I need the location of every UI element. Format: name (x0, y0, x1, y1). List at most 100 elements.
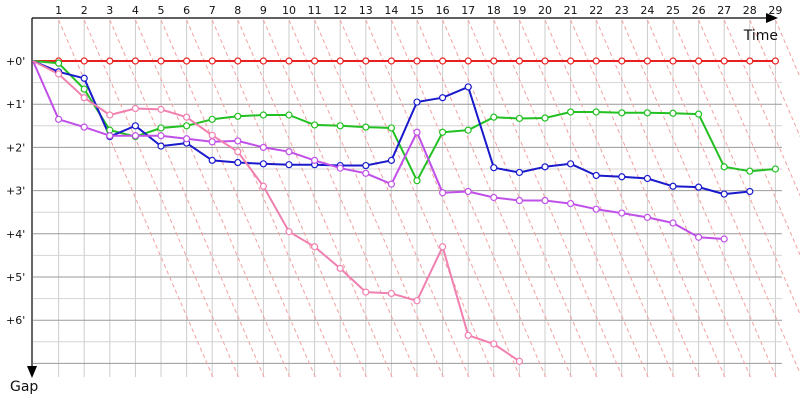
series-3-point (157, 142, 165, 150)
series-2-point (54, 59, 63, 67)
series-1-point (336, 57, 344, 65)
series-3-point (592, 171, 600, 180)
lap-diagonal-line (416, 19, 572, 378)
series-4-point (285, 148, 293, 156)
series-5-point (80, 94, 88, 102)
series-2-point (694, 110, 703, 118)
y-tick-label: +5' (6, 271, 25, 284)
series-3-point (131, 122, 139, 130)
lap-diagonal-line (186, 19, 342, 378)
x-tick-label: 2 (81, 4, 88, 17)
series-3-point (694, 183, 703, 191)
series-5-point (54, 70, 63, 78)
series-3-point (618, 173, 626, 181)
x-tick-label: 7 (209, 4, 216, 17)
series-1-point (541, 57, 549, 65)
series-4-point (464, 187, 472, 196)
series-3-point (669, 182, 677, 190)
x-axis-arrow (766, 13, 778, 23)
series-4-point (618, 209, 626, 217)
series-1-point (285, 57, 293, 65)
series-4-point (131, 132, 139, 140)
lap-diagonal-line (749, 19, 800, 138)
series-1-point (643, 57, 652, 65)
series-3-point (234, 158, 242, 167)
series-3-point (362, 161, 370, 170)
y-tick-label: +0' (6, 55, 25, 68)
x-tick-label: 6 (183, 4, 190, 17)
series-1-point (439, 57, 447, 65)
series-4-point (439, 189, 447, 197)
series-1-point (131, 57, 139, 65)
series-3-point (643, 174, 652, 183)
series-2-point (566, 108, 575, 116)
series-4-point (643, 213, 652, 221)
lap-diagonals (58, 19, 800, 378)
series-4-point (208, 138, 216, 146)
series-1-point (464, 57, 472, 65)
series-4-point (592, 205, 600, 213)
series-3-point (515, 168, 524, 177)
lap-diagonal-line (467, 19, 623, 378)
series-5-point (259, 182, 267, 190)
x-tick-label: 27 (717, 4, 731, 17)
series-line-4 (32, 60, 725, 240)
series-2-point (362, 123, 370, 131)
series-2-point (541, 114, 549, 122)
series-2-point (336, 122, 344, 130)
x-tick-label: 8 (234, 4, 241, 17)
series-1-point (694, 57, 703, 65)
series-2-point (157, 124, 165, 132)
series-1-point (669, 57, 677, 65)
series-5-point (285, 228, 293, 236)
lap-diagonal-line (672, 19, 800, 316)
series-1-point (183, 57, 191, 65)
series-1-point (387, 57, 395, 65)
series-1-point (490, 57, 498, 65)
x-axis-title: Time (743, 28, 778, 44)
series-4-point (157, 132, 165, 140)
series-4-point (720, 235, 728, 243)
y-tick-label: +2' (6, 141, 25, 154)
lap-diagonal-line (365, 19, 521, 378)
lap-diagonal-line (698, 19, 800, 256)
series-4-point (259, 143, 267, 151)
series-2-point (592, 108, 600, 116)
x-tick-label: 5 (158, 4, 165, 17)
series-5-point (131, 104, 139, 113)
lap-diagonal-line (314, 19, 470, 378)
series-2-point (618, 109, 626, 117)
series-2-point (515, 114, 524, 123)
lap-diagonal-line (493, 19, 649, 378)
series-line-2 (32, 60, 776, 182)
series-4-point (566, 199, 575, 208)
series-3-point (413, 98, 421, 106)
series-4-point (387, 180, 395, 188)
series-3-point (490, 164, 498, 172)
series-5-point (362, 288, 370, 296)
y-tick-labels: +0' +1' +2' +3' +4' +5' +6' (6, 55, 25, 327)
series-4-point (311, 156, 319, 164)
series-4-point (336, 164, 344, 172)
series-5-point (234, 148, 242, 156)
series-1-point (80, 57, 88, 65)
lap-diagonal-line (621, 19, 777, 378)
x-tick-label: 9 (260, 4, 267, 17)
series-2-point (643, 109, 652, 117)
x-tick-label: 10 (282, 4, 296, 17)
series-2-point (208, 115, 216, 123)
series-1-point (106, 57, 114, 65)
series-2-point (746, 167, 754, 175)
y-axis-title: Gap (10, 379, 38, 395)
series-3-point (259, 160, 267, 168)
lap-diagonal-line (83, 19, 239, 378)
x-tick-label: 15 (410, 4, 424, 17)
lap-diagonal-line (262, 19, 419, 378)
lap-diagonal-line (160, 19, 316, 378)
x-tick-label: 18 (487, 4, 501, 17)
series-5-point (464, 331, 472, 339)
lap-diagonal-line (646, 19, 800, 375)
series-2-point (464, 126, 472, 134)
y-axis-arrow (27, 366, 37, 378)
